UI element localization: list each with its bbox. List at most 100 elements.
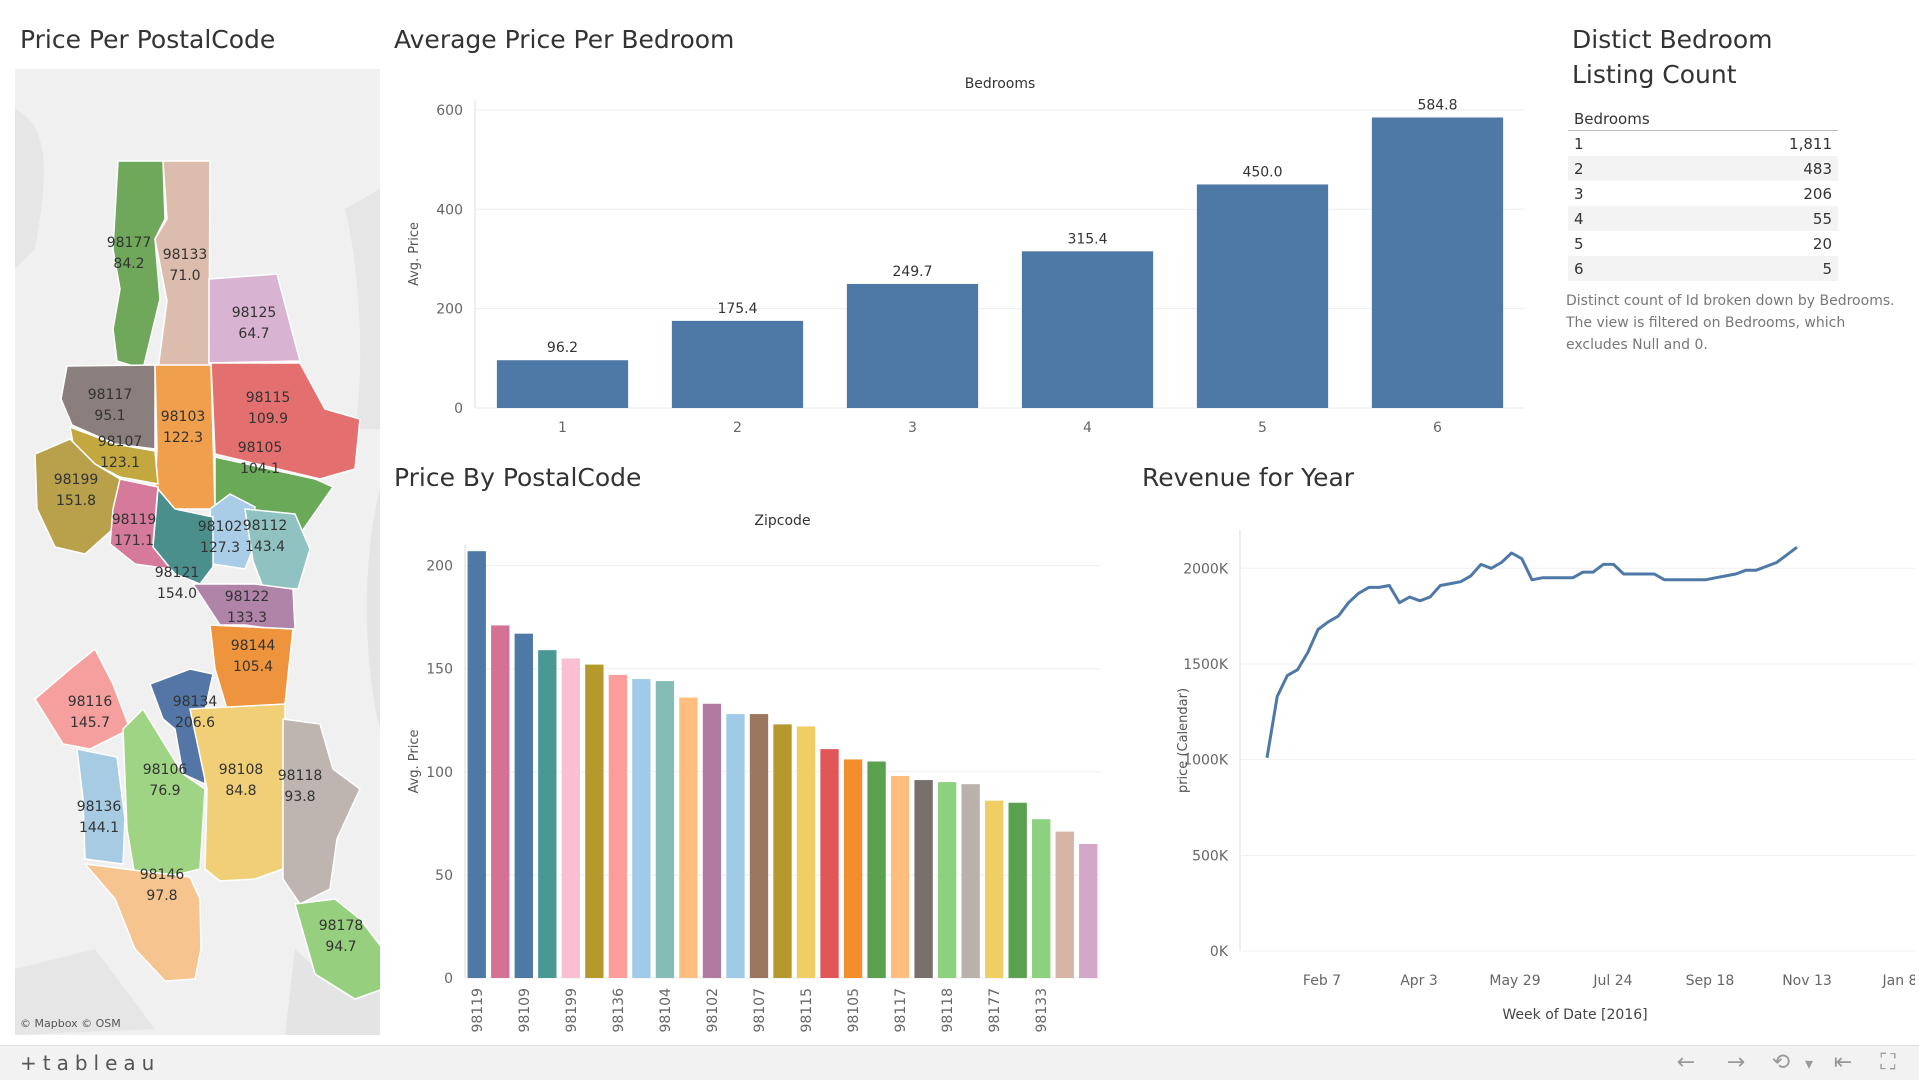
x-tick-label: Nov 13 (1782, 973, 1832, 989)
bar-5[interactable] (1196, 184, 1329, 408)
revert-icon[interactable]: ⟲ (1771, 1050, 1791, 1075)
map-region-zip: 98118 (278, 768, 323, 784)
map-region-value: 93.8 (284, 789, 315, 805)
bar-value-label: 315.4 (1067, 231, 1107, 247)
map-region-98116[interactable] (34, 647, 131, 750)
bar-98117[interactable] (890, 775, 910, 978)
map-region-98136[interactable] (76, 748, 126, 865)
share-dropdown-icon[interactable]: ▾ (1804, 1054, 1814, 1073)
bar-1[interactable] (496, 360, 629, 408)
x-tick-label: 98109 (517, 988, 533, 1033)
map-region-zip: 98146 (140, 867, 185, 883)
map-region-zip: 98115 (246, 390, 291, 406)
table-cell-count: 483 (1644, 156, 1838, 181)
y-tick-label: 150 (426, 662, 453, 678)
map-region-value: 143.4 (245, 539, 285, 555)
bar-98121[interactable] (538, 650, 557, 978)
y-axis-label: Avg. Price (407, 729, 422, 793)
redo-icon[interactable]: → (1726, 1050, 1746, 1075)
bar-98199[interactable] (561, 658, 581, 978)
x-tick-label: Feb 7 (1303, 973, 1341, 989)
map-region-value: 64.7 (238, 326, 269, 342)
map-region-98121[interactable] (152, 487, 214, 585)
footer-toolbar: +tableau ← → ⟲ ▾ ⇤ ⛶ (0, 1045, 1919, 1080)
bar-98115[interactable] (796, 726, 816, 978)
bar-98116[interactable] (867, 761, 886, 979)
bar-98102[interactable] (702, 703, 722, 978)
revenue-line-chart[interactable]: 0K 500K 1000K 1500K 2000K price (Calendar) Feb… (1135, 505, 1915, 1045)
bar-98126[interactable] (1055, 831, 1074, 978)
postal-chart-title: Price By PostalCode (394, 463, 642, 492)
bar-98177[interactable] (984, 800, 1004, 978)
bar-6[interactable] (1371, 117, 1504, 408)
bar-4[interactable] (1021, 251, 1154, 408)
map-regions[interactable] (34, 160, 380, 1000)
bar-value-label: 175.4 (717, 301, 757, 317)
bedroom-bar-chart[interactable]: Bedrooms Avg. Price 0 200 400 600 96.2 1 175.4 2 2… (380, 70, 1550, 445)
bar-98119[interactable] (467, 551, 486, 978)
table-row[interactable]: 1 1,811 (1568, 131, 1838, 157)
bedroom-count-table: Bedrooms 1 1,811 2 483 3 206 4 55 5 20 6 5 (1568, 108, 1838, 281)
map-region-98106[interactable] (122, 707, 206, 878)
bar-98107[interactable] (749, 714, 769, 978)
x-tick-label: 98102 (705, 988, 721, 1033)
map-region-value: 123.1 (100, 455, 140, 471)
map-region-98133[interactable] (154, 160, 211, 370)
bar-98122[interactable] (491, 625, 510, 978)
x-tick-label: Jul 24 (1592, 973, 1632, 989)
map-region-value: 94.7 (325, 939, 356, 955)
bar-98103[interactable] (773, 724, 792, 978)
bar-98105[interactable] (820, 749, 839, 978)
map-region-98115[interactable] (210, 362, 361, 480)
table-cell-count: 1,811 (1789, 134, 1832, 153)
map-region-98178[interactable] (294, 898, 380, 1000)
bar-98101[interactable] (726, 714, 745, 978)
x-tick-label: 6 (1433, 420, 1442, 436)
map-region-98134[interactable] (149, 668, 214, 786)
map-region-value: 206.6 (175, 715, 215, 731)
map-region-zip: 98136 (77, 799, 122, 815)
bar-98144[interactable] (679, 697, 698, 978)
bar-98109[interactable] (514, 633, 533, 978)
bar-98125[interactable] (961, 784, 980, 978)
x-axis-label: Week of Date [2016] (1502, 1007, 1647, 1023)
bar-98133[interactable] (1008, 802, 1027, 978)
fullscreen-icon[interactable]: ⛶ (1880, 1050, 1896, 1075)
postal-bar-chart[interactable]: Zipcode Avg. Price 0 50 100 150 200 98119 98109 9… (380, 505, 1120, 1045)
bar-98105[interactable] (843, 759, 863, 978)
bar-98146[interactable] (1079, 843, 1098, 978)
map-region-98125[interactable] (208, 273, 301, 364)
table-row[interactable]: 3 206 (1568, 181, 1838, 206)
bar-98104[interactable] (655, 681, 675, 978)
bar-98118[interactable] (937, 782, 957, 978)
bar-98133[interactable] (1032, 819, 1051, 978)
table-row[interactable]: 4 55 (1568, 206, 1838, 231)
revenue-line[interactable] (1265, 546, 1798, 758)
undo-icon[interactable]: ← (1676, 1050, 1696, 1075)
bar-2[interactable] (671, 320, 804, 408)
table-row[interactable]: 5 20 (1568, 231, 1838, 256)
map-region-value: 84.8 (225, 783, 256, 799)
bar-98112[interactable] (632, 679, 651, 978)
bar-98107[interactable] (585, 664, 604, 978)
tableau-logo[interactable]: +tableau (20, 1051, 161, 1075)
postal-map[interactable]: 98177 84.2 98133 71.0 98125 64.7 98117 95.1 9810… (15, 69, 380, 1035)
bar-98136[interactable] (608, 674, 628, 978)
map-region-98118[interactable] (282, 718, 361, 905)
y-axis-label: Avg. Price (407, 222, 422, 286)
map-region-98146[interactable] (83, 863, 202, 982)
table-row[interactable]: 2 483 (1568, 156, 1838, 181)
x-tick-label: Apr 3 (1400, 973, 1438, 989)
table-cell-count: 5 (1644, 256, 1838, 281)
map-region-98112[interactable] (244, 508, 311, 590)
map-region-zip: 98125 (232, 305, 277, 321)
bar-3[interactable] (846, 283, 979, 408)
map-region-value: 127.3 (200, 540, 240, 556)
map-region-zip: 98134 (173, 694, 218, 710)
x-tick-label: 4 (1083, 420, 1092, 436)
reset-view-icon[interactable]: ⇤ (1833, 1050, 1853, 1075)
y-tick-label: 0 (454, 401, 463, 417)
bar-98118[interactable] (914, 780, 933, 978)
table-cell-bedrooms: 5 (1574, 234, 1584, 253)
